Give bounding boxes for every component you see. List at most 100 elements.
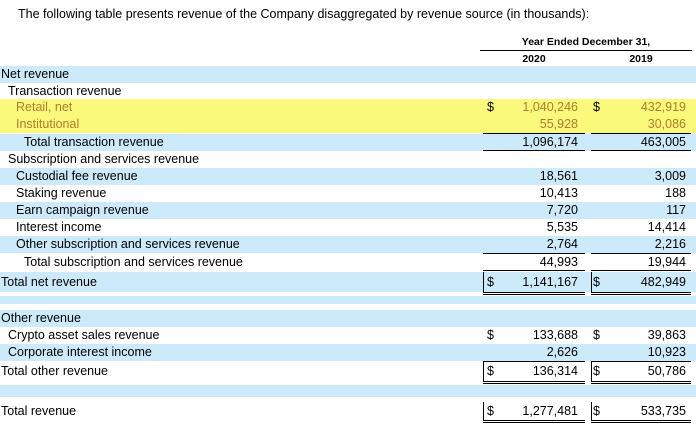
period-header: Year Ended December 31, bbox=[480, 36, 692, 51]
row-label: Subscription and services revenue bbox=[8, 152, 200, 166]
total-rule bbox=[591, 361, 691, 362]
value-2020: 5,535 bbox=[546, 220, 578, 234]
double-rule bbox=[483, 292, 585, 295]
value-2019: 19,944 bbox=[647, 255, 686, 269]
row-label: Total revenue bbox=[1, 404, 77, 418]
double-rule bbox=[591, 292, 691, 295]
row-label: Total subscription and services revenue bbox=[24, 255, 243, 269]
table-row: Total other revenue $ 136,314 $ 50,786 bbox=[0, 362, 696, 381]
row-label: Custodial fee revenue bbox=[16, 169, 138, 183]
subtotal-rule bbox=[483, 150, 585, 151]
total-rule bbox=[483, 361, 585, 362]
value-2020: 2,626 bbox=[546, 345, 578, 359]
row-label: Total net revenue bbox=[1, 275, 97, 289]
col-2019-header: 2019 bbox=[591, 53, 691, 67]
value-2019: 432,919 bbox=[640, 100, 686, 114]
spacer-row bbox=[0, 385, 696, 397]
row-label: Other revenue bbox=[1, 311, 81, 325]
value-2020: 55,928 bbox=[539, 117, 578, 131]
row-label: Interest income bbox=[16, 220, 102, 234]
table-row: Retail, net $ 1,040,246 $ 432,919 bbox=[0, 99, 696, 116]
value-2019: 30,086 bbox=[647, 117, 686, 131]
cell-border bbox=[591, 272, 592, 292]
row-label: Other subscription and services revenue bbox=[16, 237, 240, 251]
row-label: Staking revenue bbox=[16, 186, 107, 200]
value-2020: 7,720 bbox=[546, 203, 578, 217]
currency-symbol: $ bbox=[593, 364, 600, 378]
currency-symbol: $ bbox=[487, 275, 494, 289]
currency-symbol: $ bbox=[593, 100, 600, 114]
value-2020: 1,141,167 bbox=[522, 275, 578, 289]
subtotal-rule bbox=[591, 253, 691, 254]
table-row: Institutional 55,928 30,086 bbox=[0, 116, 696, 133]
value-2020: 136,314 bbox=[532, 364, 578, 378]
value-2020: 44,993 bbox=[539, 255, 578, 269]
table-row: Other subscription and services revenue … bbox=[0, 236, 696, 253]
row-label: Institutional bbox=[16, 117, 80, 131]
table-row: Custodial fee revenue 18,561 3,009 bbox=[0, 168, 696, 185]
cell-border bbox=[591, 362, 592, 381]
value-2019: 2,216 bbox=[654, 237, 686, 251]
table-row: Other revenue bbox=[0, 310, 696, 327]
currency-symbol: $ bbox=[593, 275, 600, 289]
double-rule bbox=[483, 420, 585, 423]
currency-symbol: $ bbox=[487, 328, 494, 342]
table-row: Crypto asset sales revenue $ 133,688 $ 3… bbox=[0, 327, 696, 344]
value-2019: 50,786 bbox=[647, 364, 686, 378]
value-2020: 10,413 bbox=[539, 186, 578, 200]
currency-symbol: $ bbox=[593, 404, 600, 418]
table-row: Staking revenue 10,413 188 bbox=[0, 185, 696, 202]
cell-border bbox=[483, 402, 484, 420]
table-row: Total net revenue $ 1,141,167 $ 482,949 bbox=[0, 272, 696, 292]
value-2019: 39,863 bbox=[647, 328, 686, 342]
cell-border bbox=[483, 272, 484, 292]
table-row: Interest income 5,535 14,414 bbox=[0, 219, 696, 236]
row-label: Net revenue bbox=[1, 67, 70, 81]
subtotal-rule bbox=[591, 150, 691, 151]
total-rule bbox=[591, 270, 691, 271]
value-2019: 482,949 bbox=[640, 275, 686, 289]
table-row: Total subscription and services revenue … bbox=[0, 254, 696, 271]
value-2020: 1,096,174 bbox=[522, 135, 578, 149]
table-row: Transaction revenue bbox=[0, 83, 696, 100]
cell-border bbox=[483, 362, 484, 381]
value-2019: 463,005 bbox=[640, 135, 686, 149]
col-2020-header: 2020 bbox=[483, 53, 585, 67]
row-label: Earn campaign revenue bbox=[16, 203, 149, 217]
row-label: Total transaction revenue bbox=[24, 135, 164, 149]
double-rule bbox=[591, 381, 691, 384]
value-2019: 14,414 bbox=[647, 220, 686, 234]
table-caption: The following table presents revenue of … bbox=[18, 7, 590, 21]
value-2019: 533,735 bbox=[640, 404, 686, 418]
currency-symbol: $ bbox=[487, 364, 494, 378]
value-2020: 1,277,481 bbox=[522, 404, 578, 418]
table-row: Subscription and services revenue bbox=[0, 151, 696, 168]
row-label: Total other revenue bbox=[1, 364, 109, 378]
cell-border bbox=[591, 402, 592, 420]
subtotal-rule bbox=[591, 133, 691, 134]
row-label: Transaction revenue bbox=[8, 84, 122, 98]
double-rule bbox=[591, 420, 691, 423]
value-2019: 3,009 bbox=[654, 169, 686, 183]
table-row: Total transaction revenue 1,096,174 463,… bbox=[0, 134, 696, 151]
value-2019: 10,923 bbox=[647, 345, 686, 359]
value-2020: 2,764 bbox=[546, 237, 578, 251]
total-rule bbox=[483, 270, 585, 271]
value-2019: 188 bbox=[665, 186, 686, 200]
value-2020: 1,040,246 bbox=[522, 100, 578, 114]
table-row: Corporate interest income 2,626 10,923 bbox=[0, 344, 696, 361]
subtotal-rule bbox=[483, 133, 585, 134]
table-row: Net revenue bbox=[0, 66, 696, 83]
row-label: Corporate interest income bbox=[8, 345, 152, 359]
currency-symbol: $ bbox=[487, 404, 494, 418]
value-2019: 117 bbox=[666, 203, 686, 217]
subtotal-rule bbox=[483, 253, 585, 254]
double-rule bbox=[483, 381, 585, 384]
table-row: Earn campaign revenue 7,720 117 bbox=[0, 202, 696, 219]
table-row: Total revenue $ 1,277,481 $ 533,735 bbox=[0, 402, 696, 420]
currency-symbol: $ bbox=[487, 100, 494, 114]
value-2020: 133,688 bbox=[532, 328, 578, 342]
currency-symbol: $ bbox=[593, 328, 600, 342]
value-2020: 18,561 bbox=[539, 169, 578, 183]
row-label: Crypto asset sales revenue bbox=[8, 328, 160, 342]
